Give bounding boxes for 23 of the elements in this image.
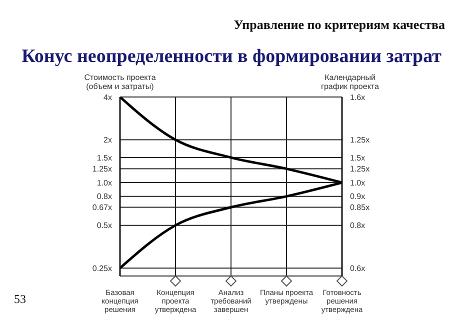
text: 0.85x bbox=[350, 203, 370, 212]
y-tick-label: 0.8x bbox=[96, 192, 112, 202]
text: 53 bbox=[14, 292, 26, 307]
y-tick-label: 0.25x bbox=[92, 264, 112, 273]
y-tick-label: 0.5x bbox=[96, 221, 112, 230]
y2-axis-title: Календарный график проекта bbox=[320, 73, 380, 91]
text: 1.25x bbox=[350, 164, 370, 174]
text: 0.9x bbox=[350, 192, 366, 202]
text: 1.0x bbox=[350, 178, 366, 188]
chart-title: Конус неопределенности в формировании затрат bbox=[20, 46, 442, 68]
text: 1.5x bbox=[350, 153, 366, 162]
y-tick-label: 2x bbox=[104, 136, 112, 145]
y-tick-label: 1.5x bbox=[96, 153, 112, 162]
y-tick-label: 1.25x bbox=[92, 164, 112, 174]
y-tick-label: 4x bbox=[104, 92, 112, 102]
text: 1.25x bbox=[350, 136, 370, 145]
y-axis-title: Стоимость проекта (объем и затраты) bbox=[83, 73, 157, 91]
text: 0.8x bbox=[350, 221, 366, 230]
text: 1.6x bbox=[350, 92, 366, 102]
y-tick-label: 0.67x bbox=[92, 203, 112, 212]
text: 0.6x bbox=[350, 264, 366, 273]
y-tick-label: 1.0x bbox=[96, 178, 112, 188]
text: Управление по критериям качества bbox=[234, 17, 445, 33]
